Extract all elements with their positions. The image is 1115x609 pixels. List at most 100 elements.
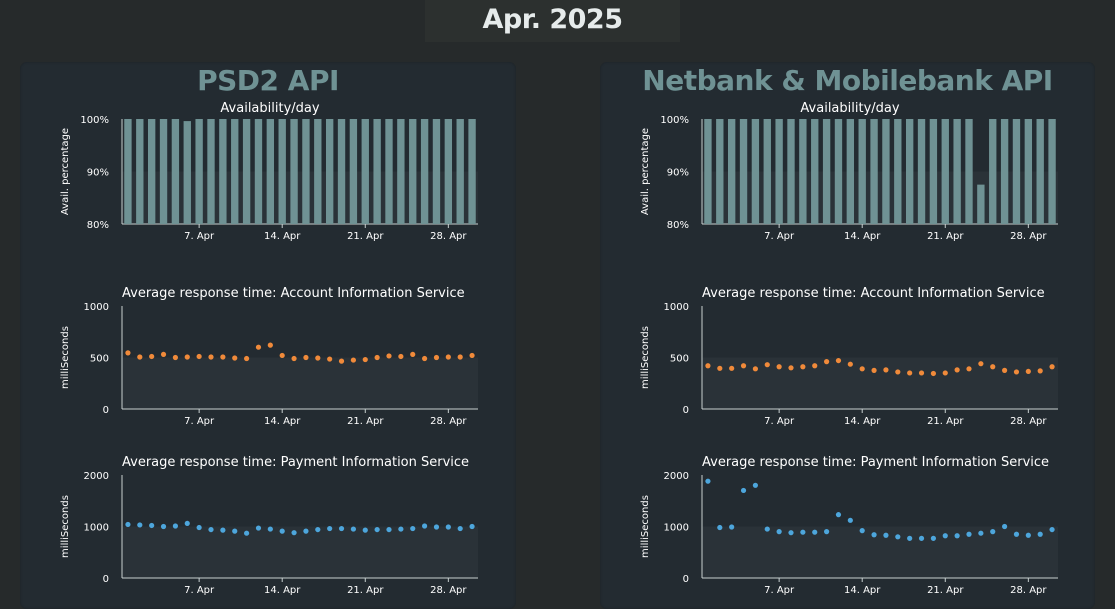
availability-bar (468, 119, 476, 224)
availability-bar (799, 119, 807, 224)
y-tick-label: 500 (90, 354, 109, 365)
response-point (137, 354, 143, 360)
response-point (990, 364, 996, 370)
response-point (859, 366, 865, 372)
availability-bar (811, 119, 819, 224)
x-tick-label: 14. Apr (264, 585, 301, 596)
y-tick-label: 0 (683, 405, 689, 416)
plot-band (702, 171, 1058, 224)
response-point (717, 365, 723, 371)
availability-bar (432, 119, 441, 224)
availability-bar (1000, 119, 1009, 224)
y-tick-label: 1000 (84, 523, 109, 534)
availability-bar (1048, 119, 1056, 224)
response-point (705, 363, 711, 369)
response-point (196, 524, 202, 531)
plot-band (122, 357, 478, 409)
availability-bar (704, 119, 712, 224)
x-tick-label: 7. Apr (764, 231, 795, 242)
response-point (930, 535, 936, 541)
availability-bar (870, 119, 878, 224)
response-point (847, 361, 853, 367)
panel-title: PSD2 API (197, 64, 339, 97)
availability-bar (397, 119, 405, 224)
response-point (303, 528, 309, 534)
response-point (386, 353, 392, 359)
response-point (315, 526, 321, 533)
response-point (457, 525, 463, 532)
response-point (918, 370, 925, 376)
response-point (267, 526, 273, 532)
response-point (386, 526, 392, 533)
availability-bar (183, 121, 191, 224)
response-point (812, 363, 818, 369)
chart-title: Average response time: Account Informati… (122, 286, 465, 301)
response-point (966, 531, 972, 537)
response-point (800, 364, 806, 370)
chart-ais-response: Average response time: Account Informati… (60, 286, 478, 427)
y-axis-label: milliSeconds (640, 495, 651, 558)
response-point (907, 535, 913, 541)
y-tick-label: 80% (87, 220, 109, 231)
response-point (740, 363, 747, 369)
x-tick-label: 21. Apr (927, 231, 964, 242)
response-point (137, 522, 143, 528)
response-point (172, 354, 178, 361)
response-point (729, 365, 735, 371)
response-point (338, 358, 345, 364)
x-tick-label: 14. Apr (264, 416, 301, 427)
response-point (196, 353, 202, 360)
response-point (895, 369, 901, 375)
response-point (255, 525, 262, 531)
availability-bar (739, 119, 748, 224)
response-point (172, 523, 178, 529)
x-tick-label: 28. Apr (430, 585, 467, 596)
availability-bar (266, 119, 275, 224)
response-point (954, 533, 960, 539)
availability-bar (787, 119, 795, 224)
chart-title: Average response time: Payment Informati… (122, 455, 469, 470)
response-point (279, 528, 285, 534)
response-point (764, 526, 770, 532)
x-tick-label: 28. Apr (1010, 416, 1047, 427)
response-point (244, 355, 250, 362)
response-point (149, 522, 155, 529)
response-point (1049, 526, 1055, 533)
response-point (1002, 367, 1008, 373)
chart-pis-response: Average response time: Payment Informati… (60, 455, 478, 596)
x-tick-label: 21. Apr (347, 585, 384, 596)
y-tick-label: 90% (667, 168, 689, 179)
response-point (740, 487, 747, 494)
y-tick-label: 0 (683, 574, 689, 585)
month-title: Apr. 2025 (482, 4, 624, 35)
availability-bar (775, 119, 783, 224)
response-point (752, 366, 758, 372)
response-point (800, 529, 806, 535)
y-tick-label: 1000 (84, 302, 109, 313)
response-point (1037, 368, 1043, 374)
availability-bar (716, 119, 724, 224)
x-tick-label: 21. Apr (347, 231, 384, 242)
availability-bar (231, 119, 239, 224)
response-point (978, 530, 984, 536)
response-point (291, 530, 297, 536)
y-axis-label: Avail. percentage (640, 128, 651, 215)
response-point (422, 355, 428, 362)
availability-bar (822, 119, 831, 224)
response-point (374, 354, 380, 361)
month-header: Apr. 2025 (425, 0, 680, 42)
response-point (1013, 531, 1020, 537)
y-tick-label: 80% (667, 220, 689, 231)
y-axis-label: milliSeconds (60, 326, 71, 389)
response-point (824, 529, 830, 535)
response-point (705, 478, 711, 484)
response-point (125, 521, 131, 528)
response-point (930, 370, 936, 377)
availability-bar (763, 119, 771, 224)
response-point (835, 357, 842, 364)
response-point (469, 352, 475, 359)
y-tick-label: 0 (103, 405, 109, 416)
availability-bar (325, 119, 334, 224)
panel-psd2-api: PSD2 API Availability/day 80% 90% 100% Avail… (20, 62, 516, 609)
availability-bar (314, 119, 322, 224)
